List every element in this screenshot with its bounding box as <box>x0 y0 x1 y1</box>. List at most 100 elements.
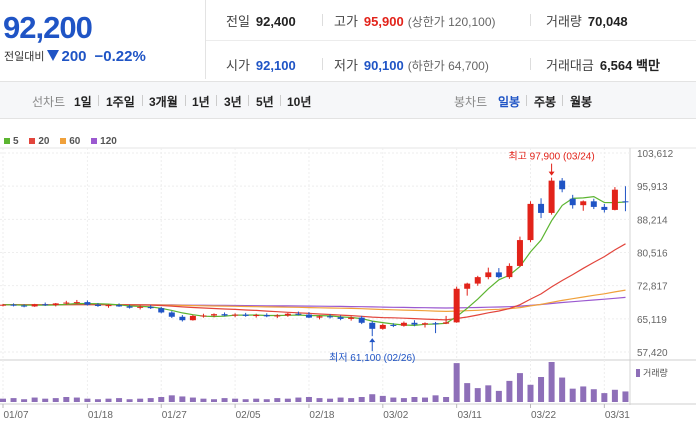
volume-bar <box>31 397 38 402</box>
toolbar-divider <box>280 95 281 106</box>
candle-body <box>369 322 376 329</box>
x-tick-label: 02/05 <box>236 410 261 421</box>
candle-body <box>622 201 629 203</box>
candle-body <box>211 314 217 316</box>
toolbar-divider <box>248 95 249 106</box>
volume-bar <box>464 383 471 402</box>
candle-body <box>147 306 154 309</box>
candle-body <box>548 180 555 213</box>
period-1w-button[interactable]: 1주일 <box>106 95 135 109</box>
header-divider <box>206 40 696 41</box>
volume-label: 거래량 <box>643 367 668 378</box>
candle-body <box>305 314 312 318</box>
x-tick-label: 01/27 <box>162 410 187 421</box>
candle-weekly-button[interactable]: 주봉 <box>534 95 557 109</box>
period-1y-button[interactable]: 1년 <box>192 95 210 109</box>
ma120-line <box>3 296 626 309</box>
candle-body <box>179 316 186 321</box>
high-annotation: 최고 97,900 (03/24) <box>508 151 594 163</box>
price-change: 전일대비 200 −0.22% <box>4 48 146 65</box>
candle-body <box>274 315 281 317</box>
volume-bar <box>221 398 228 402</box>
volume-bar <box>105 398 112 402</box>
volume-bar <box>52 398 59 402</box>
volume-bar <box>242 399 249 402</box>
candle-body <box>358 317 365 323</box>
volume-bar <box>0 398 6 402</box>
candle-body <box>422 323 428 325</box>
legend-swatch <box>60 138 67 144</box>
candle-body <box>0 304 6 306</box>
volume-bar <box>432 395 439 402</box>
volume-bar <box>168 395 175 402</box>
volume-bar <box>263 399 270 402</box>
candle-body <box>263 315 270 317</box>
axes: 103,612 95,913 88,214 80,516 72,817 65,119 57,… <box>2 149 674 421</box>
stat-divider <box>322 14 323 26</box>
period-10y-button[interactable]: 10년 <box>287 95 312 109</box>
line-chart-label[interactable]: 선차트 <box>32 95 66 109</box>
volume-bar <box>611 389 618 402</box>
stat-volume: 거래량 70,048 <box>546 14 628 29</box>
y-tick-label: 80,516 <box>637 249 668 260</box>
grid <box>0 147 696 405</box>
legend-ma120: 120 <box>91 136 117 147</box>
volume-bar <box>622 391 629 402</box>
stat-trade-amount: 거래대금 6,564 백만 <box>546 58 660 73</box>
toolbar-divider <box>526 95 527 106</box>
candle-chart-label[interactable]: 봉차트 <box>454 95 488 109</box>
price-summary: 92,200 전일대비 200 −0.22% <box>0 0 206 79</box>
candle-body <box>527 203 534 241</box>
change-label: 전일대비 <box>4 51 45 63</box>
volume-bar <box>538 377 545 402</box>
toolbar-divider <box>98 95 99 106</box>
candle-body <box>116 305 123 307</box>
candle-body <box>611 189 618 210</box>
candles <box>0 177 629 337</box>
candle-body <box>601 206 608 210</box>
candle-body <box>316 316 323 318</box>
x-tick-label: 03/11 <box>458 410 483 421</box>
volume-bar <box>116 398 123 402</box>
candle-body <box>137 306 144 308</box>
period-3m-button[interactable]: 3개월 <box>149 95 178 109</box>
annotations: 최고 97,900 (03/24) 최저 61,100 (02/26) <box>329 151 595 365</box>
current-price: 92,200 <box>3 10 93 45</box>
volume-bar <box>474 388 481 402</box>
candle-body <box>242 314 249 316</box>
candle-body <box>73 302 80 304</box>
legend-swatch <box>4 138 10 144</box>
stat-prev-close: 전일 92,400 <box>226 14 296 29</box>
x-tick-label: 01/07 <box>3 410 28 421</box>
period-5y-button[interactable]: 5년 <box>256 95 274 109</box>
y-tick-label: 65,119 <box>637 315 667 326</box>
volume-bar <box>548 362 555 402</box>
volume-bar <box>147 398 154 402</box>
volume-bar <box>390 397 397 402</box>
ma60-line <box>3 289 626 313</box>
volume-bar <box>211 399 217 402</box>
candle-body <box>126 306 133 308</box>
volume-bar <box>348 398 355 402</box>
legend-ma20: 20 <box>29 136 49 147</box>
candle-body <box>21 305 28 307</box>
down-triangle-icon <box>47 50 60 61</box>
period-1d-button[interactable]: 1일 <box>74 95 92 109</box>
x-tick-label: 03/22 <box>531 410 556 421</box>
candle-body <box>432 323 439 325</box>
candle-body <box>105 305 112 307</box>
ma20-line <box>3 243 626 321</box>
candle-daily-button[interactable]: 일봉 <box>498 95 521 109</box>
candle-monthly-button[interactable]: 월봉 <box>570 95 593 109</box>
volume-bar <box>527 384 534 402</box>
candle-body <box>10 304 17 306</box>
candle-body <box>84 302 91 305</box>
volume-bar <box>189 397 196 402</box>
y-tick-label: 88,214 <box>637 215 668 226</box>
stat-open: 시가 92,100 <box>226 58 296 73</box>
period-3y-button[interactable]: 3년 <box>224 95 242 109</box>
volume-bar <box>400 398 407 402</box>
volume-bar <box>316 398 323 402</box>
volume-bar <box>516 373 523 402</box>
